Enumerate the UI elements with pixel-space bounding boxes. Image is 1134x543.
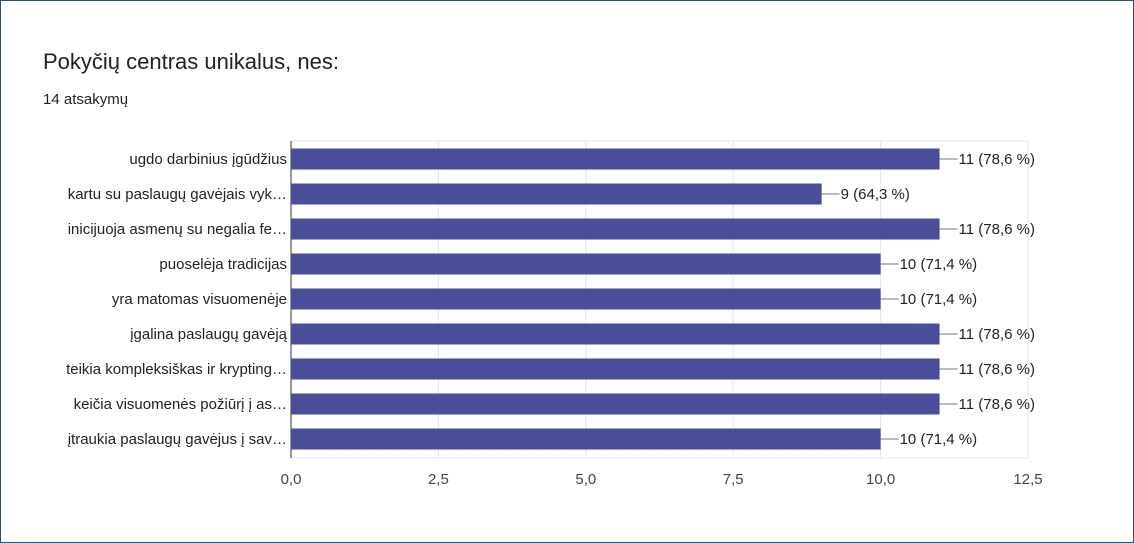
x-tick-label: 0,0 (281, 471, 302, 488)
category-label: įtraukia paslaugų gavėjus į sav… (68, 431, 287, 448)
category-label: yra matomas visuomenėje (112, 291, 287, 308)
category-label: inicijuoja asmenų su negalia fe… (68, 221, 287, 238)
x-tick-label: 7,5 (723, 471, 744, 488)
category-label: teikia kompleksiškas ir krypting… (66, 361, 287, 378)
bar (291, 358, 940, 380)
value-label: 9 (64,3 %) (841, 186, 910, 203)
value-label: 11 (78,6 %) (959, 326, 1035, 343)
category-label: įgalina paslaugų gavėją (130, 326, 287, 343)
value-label: 10 (71,4 %) (900, 256, 978, 273)
bar (291, 148, 940, 170)
bar (291, 288, 881, 310)
bar (291, 253, 881, 275)
value-label: 10 (71,4 %) (900, 291, 978, 308)
x-tick-label: 5,0 (575, 471, 596, 488)
bar (291, 428, 881, 450)
value-label: 10 (71,4 %) (900, 431, 978, 448)
question-title: Pokyčių centras unikalus, nes: (43, 49, 339, 74)
x-tick-label: 12,5 (1013, 471, 1042, 488)
bar (291, 218, 940, 240)
value-label: 11 (78,6 %) (959, 396, 1035, 413)
value-label: 11 (78,6 %) (959, 151, 1035, 168)
response-count: 14 atsakymų (43, 91, 129, 108)
value-label: 11 (78,6 %) (959, 361, 1035, 378)
value-label: 11 (78,6 %) (959, 221, 1035, 238)
bar (291, 323, 940, 345)
category-label: keičia visuomenės požiūrį į as… (74, 396, 287, 413)
category-label: kartu su paslaugų gavėjais vyk… (68, 186, 287, 203)
category-label: puoselėja tradicijas (159, 256, 287, 273)
bar (291, 393, 940, 415)
bar (291, 183, 822, 205)
x-tick-label: 10,0 (866, 471, 895, 488)
category-label: ugdo darbinius įgūdžius (129, 151, 287, 168)
x-tick-label: 2,5 (428, 471, 449, 488)
